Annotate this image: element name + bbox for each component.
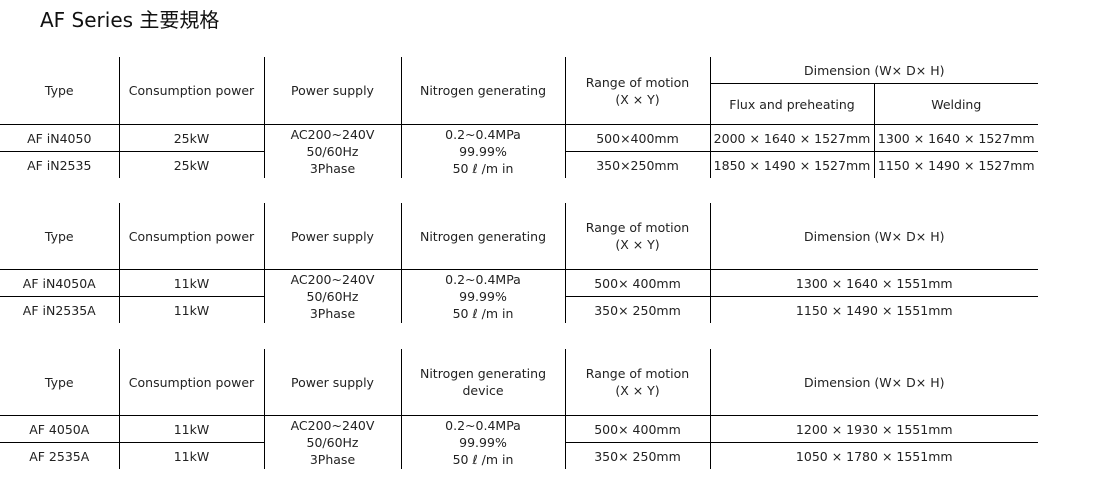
table-row: AF iN2535 25kW 350×250mm 1850 × 1490 × 1… [0, 151, 1038, 178]
header-type: Type [44, 374, 74, 390]
cell-power: 11kW [118, 442, 264, 469]
cell-welding-dimension: 1150 × 1490 × 1527mm [873, 151, 1038, 178]
header-nitrogen-generating-device: Nitrogen generating device [400, 349, 565, 416]
header-range-of-motion: Range of motion (X × Y) [564, 203, 710, 270]
table-row: AF iN4050A 11kW AC200~240V 50/60Hz 3Phase … [0, 269, 1038, 323]
header-type: Type [44, 228, 74, 244]
cell-flux-dimension: 1850 × 1490 × 1527mm [709, 151, 874, 178]
cell-flux-dimension: 2000 × 1640 × 1527mm [709, 124, 874, 152]
header-range-of-motion: Range of motion (X × Y) [564, 349, 710, 416]
cell-type: AF iN2535A [0, 296, 119, 323]
cell-type: AF 4050A [0, 415, 119, 443]
header-dimension: Dimension (W× D× H) [709, 57, 1038, 84]
cell-range: 350×250mm [564, 151, 710, 178]
cell-range: 350× 250mm [564, 296, 710, 323]
spec-table-in-series: Type Consumption power Power supply Nitr… [0, 57, 1038, 178]
header-nitrogen-generating: Nitrogen generating [400, 57, 565, 125]
cell-power: 25kW [118, 151, 264, 178]
cell-power-supply: AC200~240V 50/60Hz 3Phase [263, 124, 401, 178]
spec-table-standard-series: Type Consumption power Power supply Nitr… [0, 349, 1038, 469]
cell-range: 500× 400mm [564, 269, 710, 297]
header-consumption-power: Consumption power [118, 57, 264, 125]
spec-table-in-a-series: Type Consumption power Power supply Nitr… [0, 203, 1038, 323]
cell-dimension: 1300 × 1640 × 1551mm [709, 269, 1038, 297]
cell-dimension: 1200 × 1930 × 1551mm [709, 415, 1038, 443]
header-range-of-motion: Range of motion (X × Y) [564, 57, 710, 125]
table-row: AF iN2535A 11kW 350× 250mm 1150 × 1490 ×… [0, 296, 1038, 323]
header-power-supply: Power supply [263, 57, 401, 125]
cell-dimension: 1150 × 1490 × 1551mm [709, 296, 1038, 323]
table-row: AF iN4050 25kW AC200~240V 50/60Hz 3Phase 0… [0, 124, 1038, 178]
cell-power: 25kW [118, 124, 264, 152]
header-welding: Welding [873, 83, 1038, 125]
cell-nitrogen: 0.2~0.4MPa 99.99% 50 ℓ /m in [400, 269, 565, 323]
cell-type: AF 2535A [0, 442, 119, 469]
cell-dimension: 1050 × 1780 × 1551mm [709, 442, 1038, 469]
header-power-supply: Power supply [263, 203, 401, 270]
header-dimension: Dimension (W× D× H) [709, 203, 1038, 270]
cell-power-supply: AC200~240V 50/60Hz 3Phase [263, 269, 401, 323]
cell-power: 11kW [118, 269, 264, 297]
cell-nitrogen: 0.2~0.4MPa 99.99% 50 ℓ /m in [400, 124, 565, 178]
cell-power: 11kW [118, 296, 264, 323]
header-dimension: Dimension (W× D× H) [709, 349, 1038, 416]
header-type: Type [44, 83, 74, 98]
cell-welding-dimension: 1300 × 1640 × 1527mm [873, 124, 1038, 152]
cell-power-supply: AC200~240V 50/60Hz 3Phase [263, 415, 401, 469]
table-row: AF 2535A 11kW 350× 250mm 1050 × 1780 × 1… [0, 442, 1038, 469]
cell-type: AF iN4050A [0, 269, 119, 297]
header-flux-and-preheating: Flux and preheating [709, 83, 874, 125]
page-title: AF Series 主要規格 [40, 8, 220, 32]
table-row: AF 4050A 11kW AC200~240V 50/60Hz 3Phase 0.… [0, 415, 1038, 469]
cell-range: 500× 400mm [564, 415, 710, 443]
header-nitrogen-generating: Nitrogen generating [400, 203, 565, 270]
cell-range: 350× 250mm [564, 442, 710, 469]
cell-nitrogen: 0.2~0.4MPa 99.99% 50 ℓ /m in [400, 415, 565, 469]
header-power-supply: Power supply [263, 349, 401, 416]
cell-type: AF iN2535 [0, 151, 119, 178]
cell-range: 500×400mm [564, 124, 710, 152]
cell-power: 11kW [118, 415, 264, 443]
header-consumption-power: Consumption power [118, 349, 264, 416]
cell-type: AF iN4050 [0, 124, 119, 152]
header-consumption-power: Consumption power [118, 203, 264, 270]
